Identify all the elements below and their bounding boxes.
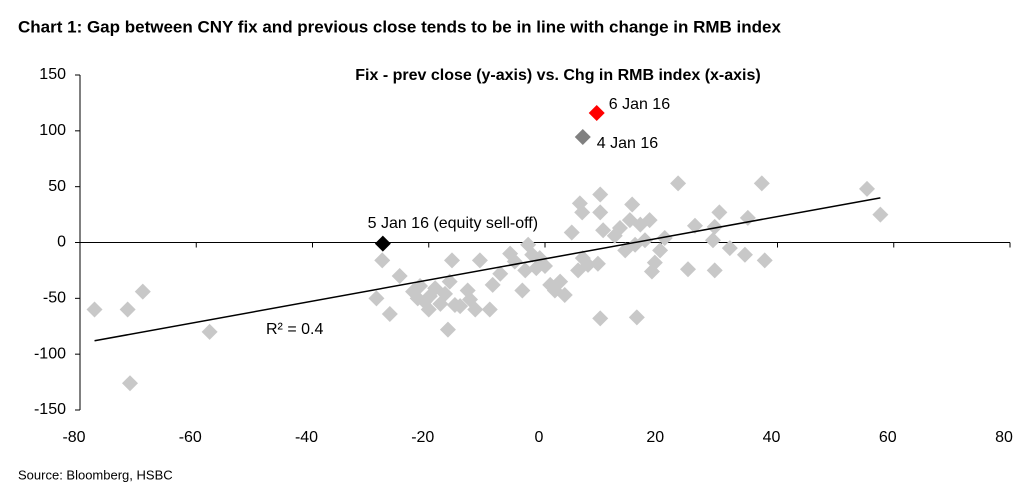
point	[753, 175, 770, 192]
point	[624, 196, 641, 213]
point	[652, 242, 669, 259]
point	[437, 285, 454, 302]
point	[121, 375, 138, 392]
point	[514, 282, 531, 299]
x-tick-label: -60	[179, 429, 202, 446]
point	[574, 204, 591, 221]
point	[628, 309, 645, 326]
x-tick-label: 60	[879, 429, 897, 446]
highlight-label: 5 Jan 16 (equity sell-off)	[368, 215, 538, 232]
chart-title: Chart 1: Gap between CNY fix and previou…	[18, 17, 781, 36]
source: Source: Bloomberg, HSBC	[18, 467, 173, 482]
highlight-point	[588, 104, 605, 121]
x-tick-label: 0	[535, 429, 544, 446]
point	[391, 268, 408, 284]
point	[556, 286, 573, 303]
point	[134, 283, 151, 300]
point	[859, 180, 876, 197]
point	[592, 204, 609, 221]
point	[517, 262, 534, 279]
point	[686, 217, 703, 234]
point	[374, 252, 391, 269]
point	[484, 276, 501, 293]
highlight-label: 6 Jan 16	[609, 96, 670, 113]
point	[563, 224, 580, 241]
y-tick-label: 0	[57, 234, 66, 251]
point	[452, 298, 469, 315]
y-tick-label: 50	[48, 178, 66, 195]
point	[580, 256, 597, 273]
point	[592, 310, 609, 327]
point	[368, 290, 385, 307]
point	[646, 254, 663, 271]
x-tick-label: -80	[62, 429, 85, 446]
highlight-point	[374, 235, 391, 252]
point	[721, 240, 738, 257]
chart-subtitle: Fix - prev close (y-axis) vs. Chg in RMB…	[355, 67, 760, 84]
y-tick-label: 150	[39, 66, 66, 83]
point	[656, 230, 673, 247]
point	[706, 218, 723, 235]
x-tick-label: 40	[763, 429, 781, 446]
point	[381, 305, 398, 322]
point	[679, 261, 696, 278]
point	[119, 301, 136, 318]
x-tick-label: 20	[646, 429, 664, 446]
point	[641, 212, 658, 229]
point	[589, 255, 606, 272]
x-tick-label: -20	[411, 429, 434, 446]
point	[706, 262, 723, 279]
highlight-point	[574, 128, 591, 145]
point	[872, 206, 889, 223]
point	[467, 301, 484, 318]
point	[471, 252, 488, 269]
y-tick-label: -50	[43, 290, 66, 307]
trendline	[94, 197, 881, 342]
point	[704, 232, 721, 249]
x-tick-label: -40	[295, 429, 318, 446]
highlight-label: 4 Jan 16	[597, 135, 658, 152]
point	[537, 257, 553, 274]
point	[201, 323, 218, 340]
point	[756, 252, 773, 269]
y-tick-label: -100	[34, 345, 66, 362]
point	[711, 204, 728, 221]
point	[592, 186, 609, 203]
point	[670, 175, 687, 192]
point	[595, 222, 612, 239]
point	[481, 301, 498, 318]
point	[439, 321, 456, 338]
point	[552, 273, 569, 290]
point	[444, 252, 460, 269]
y-tick-label: 100	[39, 122, 66, 139]
point	[506, 253, 523, 270]
y-tick-label: -150	[34, 401, 66, 418]
point	[611, 219, 628, 236]
point	[736, 246, 753, 263]
point	[86, 301, 103, 318]
x-tick-label: 80	[995, 429, 1013, 446]
point	[420, 301, 437, 318]
point	[492, 265, 509, 282]
trendline-label: R² = 0.4	[266, 321, 323, 338]
